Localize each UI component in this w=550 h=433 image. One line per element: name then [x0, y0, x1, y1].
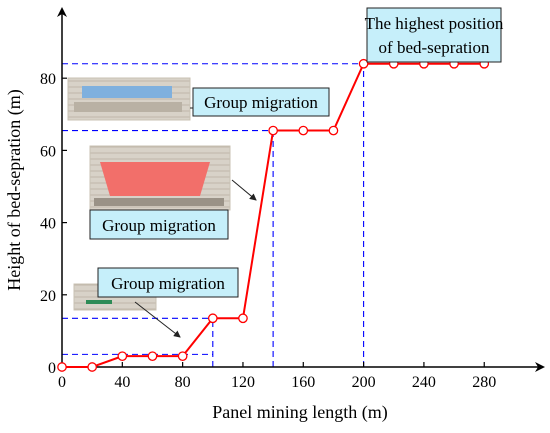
- data-point: [358, 58, 369, 69]
- y-tick-label: 60: [40, 143, 56, 160]
- data-point: [207, 313, 218, 324]
- callout-highest-line-2: of bed-sepration: [379, 38, 490, 57]
- inset-photo-top-highlight: [82, 86, 172, 98]
- x-tick-label: 240: [412, 374, 436, 391]
- callout-middle-box: [89, 209, 229, 240]
- series-layer: [57, 58, 490, 372]
- x-tick-label: 160: [291, 374, 315, 391]
- callout-top-text: Group migration: [204, 93, 318, 112]
- callout-middle-arrow: [231, 179, 257, 201]
- y-tick-label: 20: [40, 288, 56, 305]
- callout-top-box: [192, 87, 330, 117]
- data-point: [117, 351, 128, 362]
- data-point: [147, 351, 158, 362]
- callout-highest-line-1: The highest position: [365, 14, 504, 33]
- data-point: [87, 362, 98, 372]
- x-tick-label: 0: [58, 374, 66, 391]
- x-tick-label: 80: [175, 374, 191, 391]
- x-tick-label: 120: [231, 374, 255, 391]
- y-axis-ticks: 0 20 40 60 80: [40, 71, 67, 377]
- inset-photo-bottom-highlight: [86, 300, 112, 304]
- data-point: [298, 125, 309, 136]
- callout-bottom-text: Group migration: [111, 274, 225, 293]
- inset-photo-middle-highlight: [100, 162, 210, 196]
- y-axis-label: Height of bed-sepration (m): [4, 89, 25, 290]
- x-tick-label: 200: [352, 374, 376, 391]
- callout-bottom: Group migration: [97, 267, 239, 338]
- reference-lines: [62, 63, 365, 367]
- x-axis-label: Panel mining length (m): [212, 402, 387, 423]
- callout-middle-text: Group migration: [102, 216, 216, 235]
- data-point: [268, 125, 278, 136]
- x-tick-label: 40: [114, 374, 130, 391]
- callout-highest: The highest position of bed-sepration: [365, 7, 504, 63]
- x-tick-label: 280: [472, 374, 496, 391]
- callout-highest-box: [366, 7, 502, 63]
- callout-top: Group migration: [190, 87, 330, 117]
- data-point: [238, 313, 248, 324]
- callout-bottom-box: [97, 267, 239, 298]
- inset-photo-middle: [89, 145, 231, 211]
- inset-photo-top: [67, 77, 191, 121]
- data-point: [328, 125, 339, 136]
- y-tick-label: 80: [40, 71, 56, 88]
- y-tick-label: 40: [40, 216, 56, 233]
- x-axis-ticks: 0 40 80 120 160 200 240 280: [58, 362, 496, 391]
- y-tick-label: 0: [48, 360, 56, 377]
- data-point: [57, 362, 67, 372]
- data-point: [177, 351, 188, 362]
- callout-middle: Group migration: [89, 179, 257, 240]
- callout-bottom-arrow: [134, 301, 181, 338]
